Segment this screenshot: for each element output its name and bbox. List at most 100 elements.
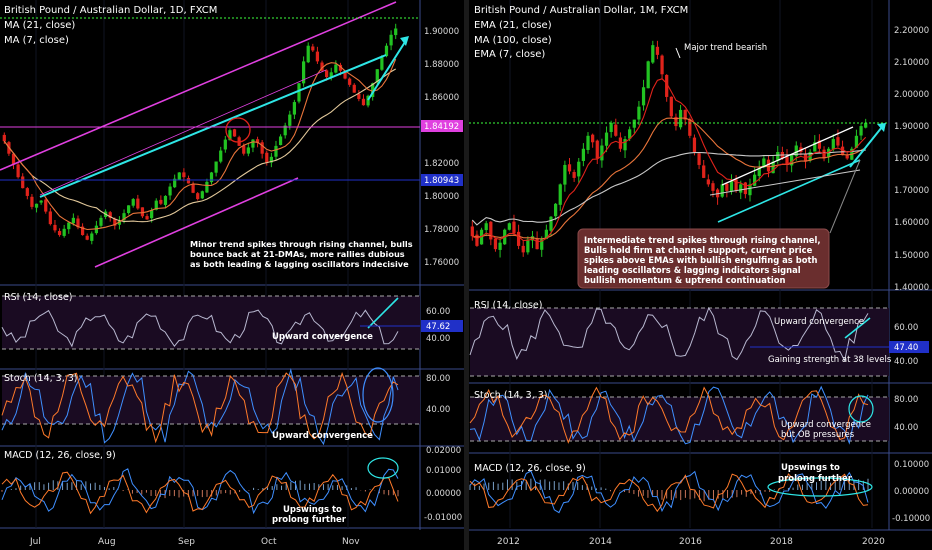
macd-signal-line <box>1 471 399 515</box>
candle-body <box>544 229 548 240</box>
stoch-k-line <box>1 368 399 446</box>
left-rsi-pane <box>1 295 420 350</box>
candle-body <box>53 224 57 231</box>
right-annotation-box <box>577 228 830 289</box>
candle-body <box>71 217 75 224</box>
left-time-tick: Nov <box>342 537 360 547</box>
left-rsi-tick: 40.00 <box>426 334 450 344</box>
left-legend-ma21: MA (21, close) <box>4 20 75 31</box>
candle-body <box>669 96 673 117</box>
candle-body <box>352 84 356 93</box>
candle-body <box>145 216 149 220</box>
left-price-tick: 1.88000 <box>424 60 459 70</box>
left-rsi-title: RSI (14, close) <box>4 292 72 303</box>
candle-body <box>577 161 581 177</box>
left-annotation-line: as both leading & lagging oscillators in… <box>190 259 409 269</box>
right-price-axis: 2.20000 2.10000 2.00000 1.90000 1.80000 … <box>894 26 929 293</box>
candle-body <box>292 102 297 115</box>
right-rsi-note: Gaining strength at 38 levels <box>768 355 892 365</box>
candle-body <box>200 191 204 199</box>
left-macd-pane <box>1 457 399 515</box>
candle-body <box>697 153 701 165</box>
rsi-line <box>1 309 399 348</box>
candle-body <box>278 136 283 146</box>
candle-body <box>739 184 743 193</box>
stoch-k-line <box>469 385 869 445</box>
right-price-tick: 1.80000 <box>894 154 929 164</box>
candle-body <box>177 172 181 180</box>
candle-body <box>301 61 306 84</box>
candle-body <box>641 87 646 106</box>
candle-body <box>150 210 154 219</box>
candle-body <box>674 116 678 127</box>
candle-body <box>540 239 544 250</box>
candle-body <box>845 155 849 159</box>
candle-body <box>334 64 338 73</box>
right-price-tick: 2.00000 <box>894 90 929 100</box>
rsi-arrow <box>367 297 399 329</box>
candle-body <box>660 55 664 75</box>
candle-body <box>521 245 525 253</box>
candle-body <box>493 238 498 250</box>
candle-body <box>394 28 398 36</box>
candle-body <box>2 134 6 142</box>
candle-body <box>57 231 62 236</box>
moving-average-line <box>3 68 396 223</box>
left-legend-ma7: MA (7, close) <box>4 35 69 46</box>
candle-body <box>375 69 379 83</box>
candle-body <box>600 145 604 161</box>
left-price-tag-blue <box>421 174 463 186</box>
candle-body <box>242 145 246 154</box>
candle-body <box>586 135 590 150</box>
stoch-d-line <box>469 386 869 444</box>
candle-body <box>343 70 347 79</box>
trend-line-cyan <box>39 54 387 198</box>
candle-body <box>21 176 25 189</box>
panel-divider <box>464 0 469 550</box>
rsi-line <box>469 306 869 363</box>
candle-body <box>609 122 613 132</box>
candle-body <box>831 139 835 150</box>
candle-body <box>766 159 771 172</box>
candle-body <box>623 139 627 151</box>
right-annotation-line: spikes above EMAs with bullish engulfing… <box>584 255 817 265</box>
left-price-tag-blue-label: 1.80943 <box>424 176 459 186</box>
candle-body <box>366 95 370 106</box>
right-macd-tick: 0.00000 <box>894 487 929 497</box>
left-price-tick: 1.86000 <box>424 93 459 103</box>
candle-body <box>329 72 333 78</box>
left-macd-note: Upswings to <box>283 505 342 515</box>
candle-body <box>99 217 103 226</box>
candle-body <box>790 155 794 166</box>
candle-body <box>688 119 692 136</box>
candle-body <box>720 184 724 197</box>
candle-body <box>512 221 516 233</box>
candle-body <box>255 139 260 143</box>
left-macd-tick: -0.01000 <box>424 513 462 523</box>
macd-signal-line <box>469 473 869 513</box>
right-macd-note: Upswings to <box>781 463 840 473</box>
candle-body <box>34 203 39 208</box>
stoch-circle <box>848 395 874 423</box>
left-annotation-line: Minor trend spikes through rising channe… <box>190 239 413 249</box>
candle-body <box>637 106 641 120</box>
annotation-pointer <box>829 159 861 234</box>
left-rsi-note: Upward convergence <box>272 332 373 342</box>
candle-body <box>62 228 66 236</box>
candle-body <box>320 62 324 71</box>
right-title: British Pound / Australian Dollar, 1M, F… <box>474 5 688 16</box>
candle-body <box>48 211 52 225</box>
candle-body <box>702 165 706 178</box>
arrowhead <box>877 123 886 132</box>
right-legend-ema7: EMA (7, close) <box>474 49 545 60</box>
candle-body <box>563 164 567 185</box>
candle-body <box>246 147 250 154</box>
candle-body <box>108 212 112 218</box>
candle-body <box>140 207 145 217</box>
candle-body <box>678 109 683 128</box>
candle-body <box>209 172 214 183</box>
right-macd-note: prolong further <box>778 474 853 484</box>
candle-body <box>214 161 218 173</box>
right-stoch-tick: 80.00 <box>894 395 918 405</box>
